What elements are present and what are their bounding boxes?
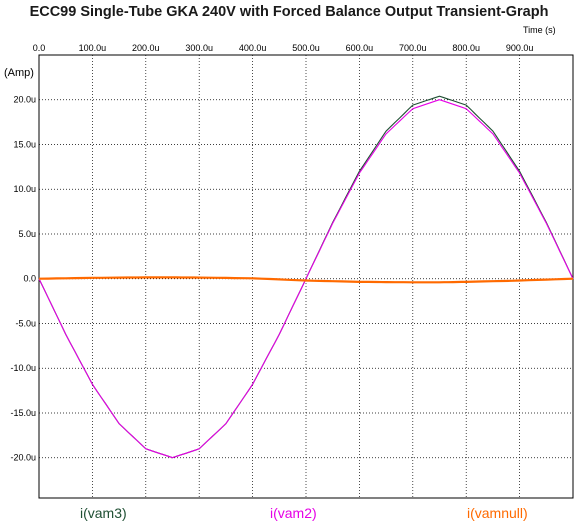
y-tick-label: -10.0u — [10, 363, 36, 373]
x-tick-label: 600.0u — [346, 43, 374, 53]
x-tick-label: 900.0u — [506, 43, 534, 53]
x-axis-label: Time (s) — [523, 25, 556, 35]
x-tick-label: 400.0u — [239, 43, 267, 53]
x-tick-label: 300.0u — [185, 43, 213, 53]
series-line-2 — [38, 276, 574, 284]
series-line-1 — [38, 99, 574, 459]
y-tick-label: 0.0 — [23, 274, 36, 284]
x-tick-label: 500.0u — [292, 43, 320, 53]
y-tick-label: -5.0u — [15, 318, 36, 328]
x-tick-label: 700.0u — [399, 43, 427, 53]
y-tick-label: 10.0u — [13, 184, 36, 194]
legend-item-2: i(vamnull) — [467, 505, 528, 521]
legend-item-1: i(vam2) — [270, 505, 317, 521]
x-tick-label: 800.0u — [452, 43, 480, 53]
x-tick-label: 0.0 — [33, 43, 46, 53]
x-tick-label: 200.0u — [132, 43, 160, 53]
y-tick-label: 15.0u — [13, 139, 36, 149]
legend-item-0: i(vam3) — [80, 505, 127, 521]
y-tick-label: -15.0u — [10, 408, 36, 418]
y-axis-label: (Amp) — [4, 67, 34, 79]
y-tick-label: -20.0u — [10, 453, 36, 463]
y-tick-label: 20.0u — [13, 95, 36, 105]
chart-title: ECC99 Single-Tube GKA 240V with Forced B… — [29, 4, 549, 20]
x-tick-label: 100.0u — [79, 43, 107, 53]
y-tick-label: 5.0u — [18, 229, 36, 239]
